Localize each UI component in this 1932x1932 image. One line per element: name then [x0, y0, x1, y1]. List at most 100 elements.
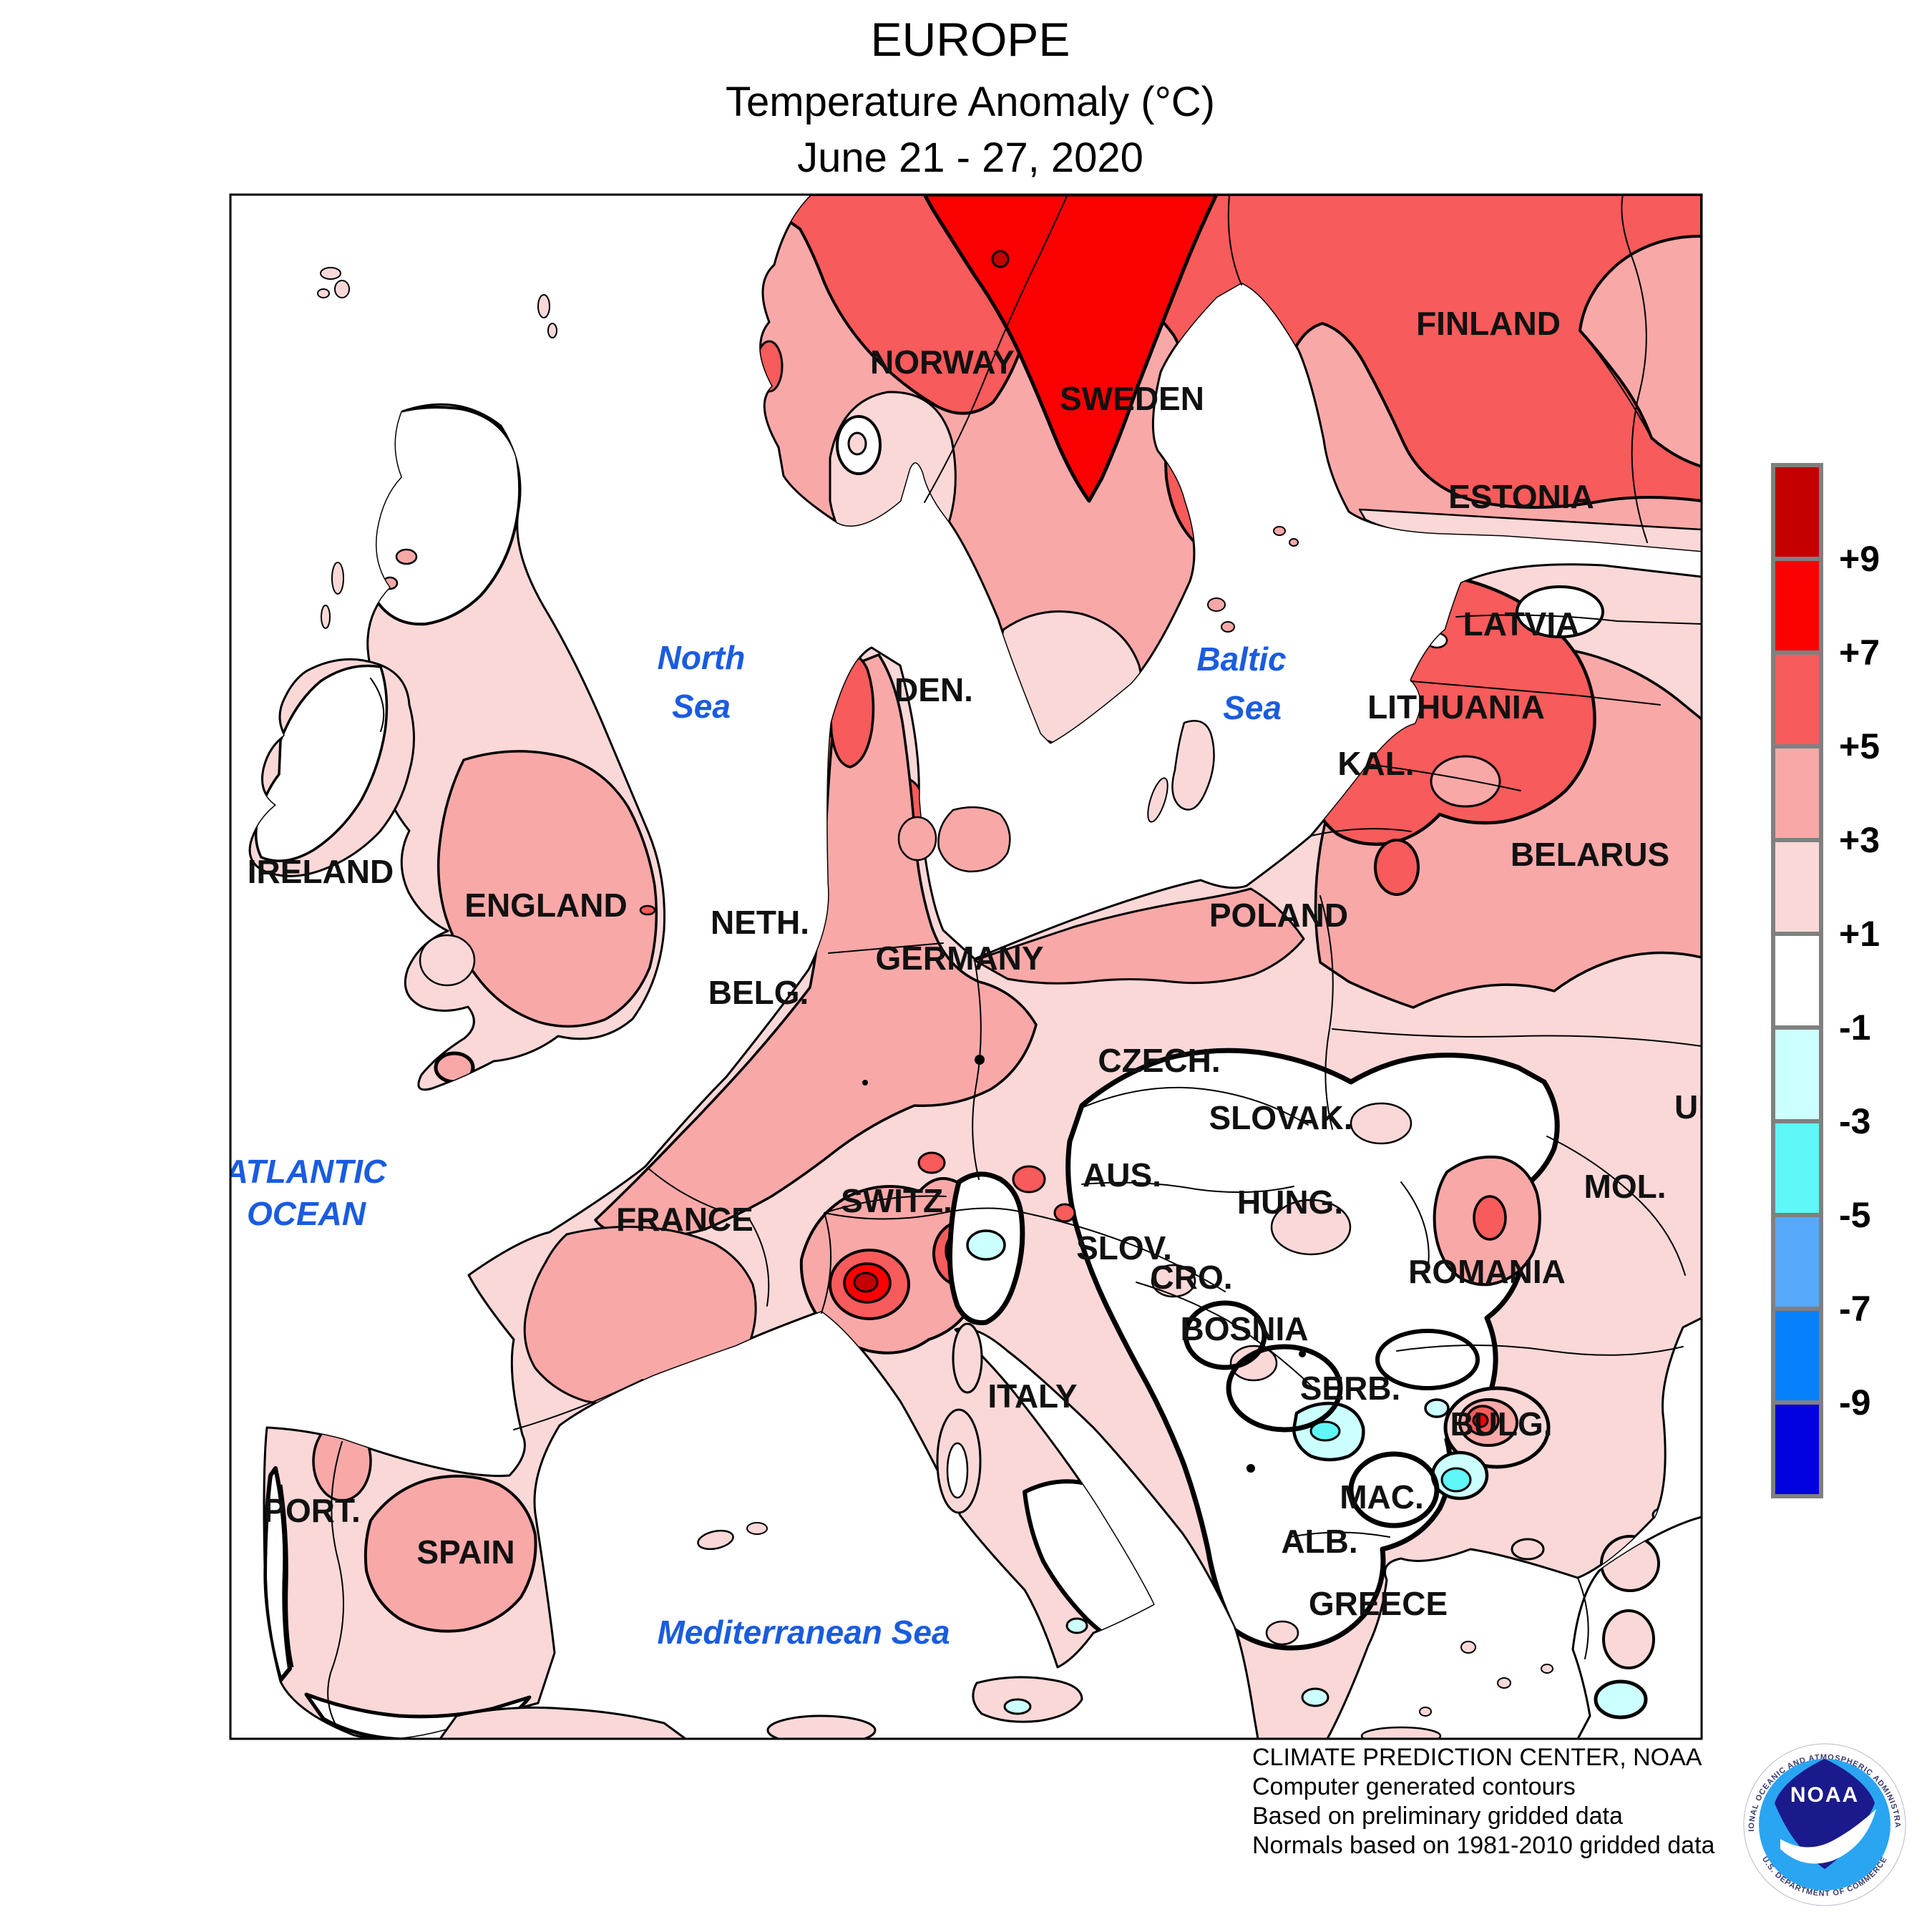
country-label-norway: NORWAY — [870, 343, 1015, 381]
noaa-logo: NATIONAL OCEANIC AND ATMOSPHERIC ADMINIS… — [1743, 1743, 1906, 1906]
legend-label--9: -9 — [1839, 1382, 1870, 1423]
border-france-germany — [749, 1219, 770, 1307]
island-aegean-1 — [1460, 1641, 1476, 1654]
patch-alps-bullseye1-core — [853, 1272, 879, 1293]
island-aland-1 — [1273, 526, 1286, 536]
country-label-finland: FINLAND — [1416, 305, 1561, 342]
legend-label--7: -7 — [1839, 1289, 1870, 1329]
island-sicily — [972, 1676, 1083, 1723]
island-hebrides-1 — [331, 562, 344, 595]
legend-label-+7: +7 — [1839, 633, 1880, 673]
page-title: EUROPE — [871, 13, 1070, 66]
contour-dot-2 — [1299, 1350, 1306, 1357]
sea-label-baltic-sea-1: Baltic — [1196, 640, 1286, 678]
legend-swatch-5 — [1771, 932, 1823, 1030]
country-label-albania: ALB. — [1281, 1523, 1357, 1560]
island-shetland-1 — [537, 294, 550, 318]
border-spain-portugal — [327, 1441, 344, 1724]
patch-alps-speck-3 — [917, 1151, 946, 1174]
patch-anatolia-pale-1 — [1600, 1535, 1660, 1592]
legend-swatch-1 — [1771, 557, 1823, 655]
country-label-belarus: BELARUS — [1511, 836, 1669, 873]
border-greece-turkey — [1577, 1577, 1589, 1659]
country-label-netherlands: NETH. — [711, 904, 809, 941]
patch-croatia-pale-pocket — [1151, 1264, 1196, 1298]
country-label-macedonia: MAC. — [1340, 1478, 1424, 1516]
patch-lithuania-inner-pocket — [1430, 755, 1501, 808]
country-label-romania: ROMANIA — [1408, 1253, 1566, 1290]
country-label-slovenia: SLOV. — [1076, 1229, 1172, 1267]
contour-dot-1 — [1246, 1464, 1255, 1473]
country-borders — [327, 195, 1702, 1724]
patch-greece-pale-pocket-1 — [1265, 1620, 1299, 1646]
patch-greece-cyan-speck — [1301, 1687, 1330, 1707]
patch-north-poland-strip — [973, 887, 1305, 985]
country-label-spain: SPAIN — [416, 1533, 514, 1571]
island-stockholm-1 — [1207, 597, 1226, 612]
country-label-switzerland: SWITZ. — [841, 1182, 952, 1219]
country-label-hungary: HUNG. — [1237, 1184, 1343, 1221]
border-germany-poland — [972, 960, 982, 1180]
island-oland — [1147, 777, 1169, 823]
legend-swatch-6 — [1771, 1025, 1823, 1123]
patch-ireland-white — [254, 664, 389, 862]
patch-karelia-corner — [1579, 235, 1702, 468]
attribution-line-2: Computer generated contours — [1252, 1773, 1576, 1800]
border-estonia-latvia — [1455, 614, 1702, 625]
country-label-belgium: BELG. — [708, 974, 809, 1011]
country-label-kaliningrad: KAL. — [1337, 745, 1414, 782]
coast-north-africa-1 — [439, 1706, 687, 1739]
legend-swatch-4 — [1771, 838, 1823, 936]
patch-austria-cold-cyan — [966, 1229, 1006, 1261]
border-lithuania-belarus — [1367, 763, 1521, 791]
border-hungary-romania — [1400, 1181, 1430, 1273]
country-label-bosnia: BOSNIA — [1181, 1310, 1309, 1347]
border-bosnia-serbia — [1226, 1319, 1316, 1390]
legend-swatch-7 — [1771, 1119, 1823, 1217]
legend-swatch-10 — [1771, 1400, 1823, 1498]
border-denmark-germany — [828, 942, 944, 954]
country-label-lithuania: LITHUANIA — [1367, 688, 1545, 726]
attribution-line-1: CLIMATE PREDICTION CENTER, NOAA — [1252, 1744, 1702, 1771]
border-belarus-ukraine — [1332, 1028, 1702, 1047]
patch-slovakia-pale-pocket — [1350, 1102, 1413, 1145]
country-label-austria: AUS. — [1083, 1156, 1161, 1194]
patch-scotland-speck-1 — [395, 548, 418, 565]
country-label-latvia: LATVIA — [1463, 605, 1580, 643]
island-aegean-3 — [1419, 1707, 1432, 1717]
patch-bosnia-pale-pocket — [1229, 1345, 1278, 1382]
border-norway-sweden — [924, 195, 1068, 503]
sea-label-mediterranean: Mediterranean Sea — [657, 1614, 950, 1651]
border-croatia-bosnia — [1136, 1282, 1228, 1321]
patch-wales-pale — [419, 934, 476, 987]
border-switzerland-italy — [824, 1207, 1025, 1220]
border-switzerland-germany — [824, 1195, 947, 1214]
country-label-denmark: DEN. — [894, 671, 973, 708]
attribution-line-4: Normals based on 1981-2010 gridded data — [1252, 1832, 1715, 1859]
patch-sw-bulgaria-cyan-core — [1440, 1467, 1472, 1493]
country-label-italy: ITALY — [987, 1377, 1077, 1415]
country-label-croatia: CRO. — [1151, 1259, 1233, 1296]
border-finland-russia — [1621, 195, 1648, 543]
island-zealand — [937, 806, 1011, 873]
border-sweden-finland — [1227, 195, 1242, 286]
legend-swatch-8 — [1771, 1213, 1823, 1311]
patch-lapland-plus9-dot — [991, 250, 1010, 268]
patch-s-italy-cyan-speck — [1065, 1617, 1088, 1634]
border-france-italy — [821, 1212, 832, 1314]
patch-alps-speck-2 — [1053, 1203, 1076, 1223]
attribution-block: CLIMATE PREDICTION CENTER, NOAA Computer… — [1252, 1744, 1715, 1859]
island-menorca — [746, 1522, 768, 1535]
island-funen — [897, 816, 937, 862]
island-corsica — [952, 1322, 983, 1394]
legend-swatch-0 — [1771, 463, 1823, 561]
noaa-logo-seabird-wing — [1819, 1843, 1838, 1852]
country-label-moldova: MOL. — [1584, 1168, 1667, 1205]
country-label-ireland: IRELAND — [248, 853, 394, 890]
border-austria-slovenia — [1024, 1212, 1226, 1292]
island-faroe-1 — [320, 267, 341, 280]
patch-anatolia-pale-2 — [1602, 1609, 1655, 1669]
island-mallorca — [697, 1529, 734, 1551]
island-stockholm-2 — [1221, 621, 1235, 633]
